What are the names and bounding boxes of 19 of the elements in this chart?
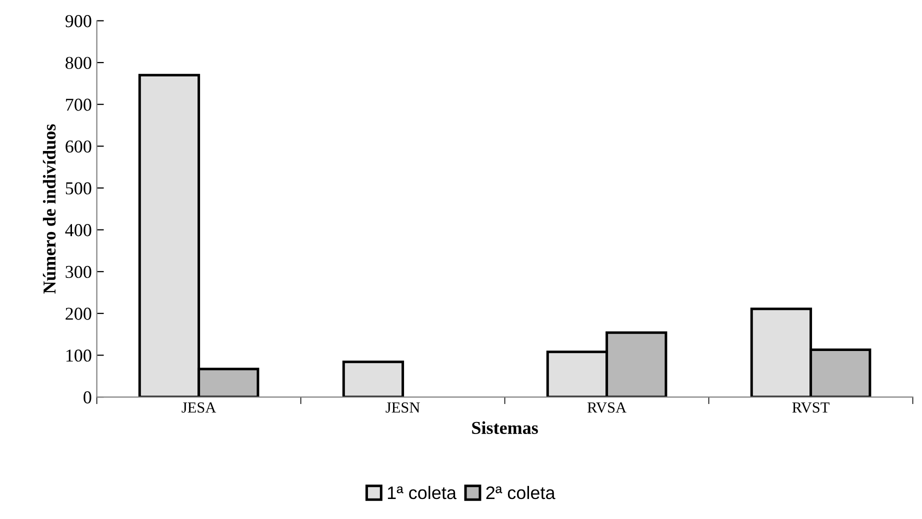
y-tick-label: 400: [65, 224, 92, 236]
bar: [342, 360, 404, 398]
y-axis-title: Número de indivíduos: [42, 124, 56, 294]
x-tick-label: RVST: [792, 402, 830, 413]
legend-label: 2ª coleta: [486, 486, 556, 500]
x-tick-label: JESA: [182, 402, 216, 413]
y-tick-label: 200: [66, 308, 92, 320]
x-axis-title: Sistemas: [472, 421, 538, 434]
y-tick-label: 100: [66, 349, 92, 362]
x-tick-label: JESN: [386, 402, 420, 413]
y-tick-label: 300: [66, 266, 92, 278]
y-tick-label: 700: [66, 98, 92, 111]
legend-label: 1ª coleta: [388, 486, 456, 500]
y-tick-label: 900: [65, 15, 92, 28]
y-tick-label: 800: [66, 56, 92, 70]
y-tick-label: 500: [66, 182, 92, 194]
y-tick-label: 600: [66, 140, 92, 153]
y-tick-label: 0: [84, 391, 92, 404]
x-tick-label: RVSA: [587, 402, 626, 413]
